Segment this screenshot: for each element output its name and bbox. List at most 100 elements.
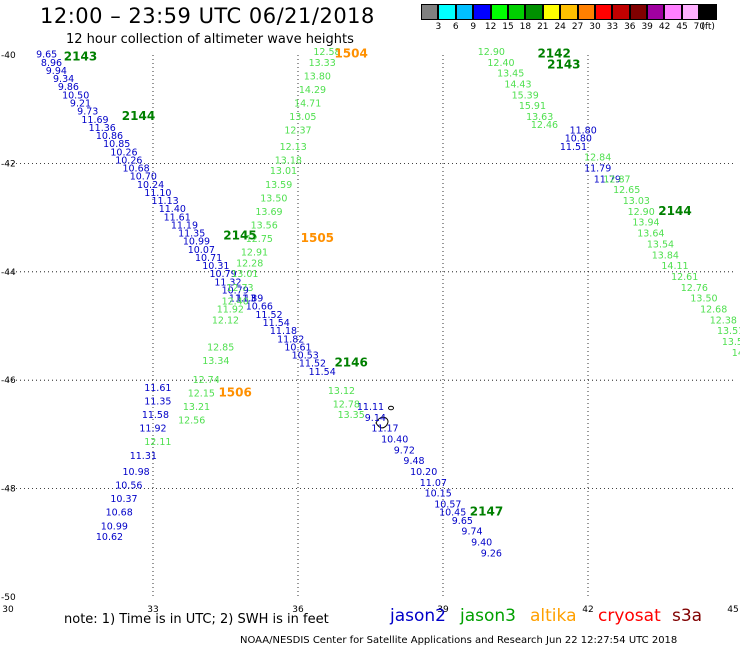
color-swatch bbox=[421, 4, 439, 20]
wave-height-point: 12.90 bbox=[628, 207, 655, 218]
lat-tick-label: -44 bbox=[1, 268, 16, 278]
color-scale-label: 3 bbox=[435, 22, 442, 32]
wave-height-point: 10.40 bbox=[381, 435, 408, 446]
wave-height-point: 9.94 bbox=[46, 66, 67, 77]
wave-height-point: 9.65 bbox=[36, 50, 57, 61]
pass-number-label: 2147 bbox=[470, 505, 503, 519]
wave-height-point: 11.32 bbox=[214, 277, 241, 288]
wave-height-point: 12.91 bbox=[241, 248, 268, 259]
map-subtitle: 12 hour collection of altimeter wave hei… bbox=[66, 32, 354, 47]
wave-height-point: 10.53 bbox=[292, 351, 319, 362]
wave-height-point: 14 bbox=[732, 348, 740, 359]
color-scale-label: 42 bbox=[658, 22, 671, 32]
wave-height-point: 10.20 bbox=[410, 467, 437, 478]
wave-height-point: 11.82 bbox=[277, 334, 304, 345]
wave-height-point: 8.96 bbox=[41, 58, 62, 69]
wave-height-point: 13.63 bbox=[526, 112, 553, 123]
color-swatch bbox=[577, 4, 595, 20]
wave-height-point: 13.12 bbox=[328, 386, 355, 397]
sat-legend-jason2: jason2 bbox=[390, 606, 446, 626]
color-scale-label: 27 bbox=[571, 22, 584, 32]
wave-height-point: 11.61 bbox=[144, 383, 171, 394]
color-swatch bbox=[542, 4, 561, 20]
wave-height-point: 11.17 bbox=[371, 424, 398, 435]
color-scale-label: 18 bbox=[519, 22, 532, 32]
wave-height-point: 9.86 bbox=[58, 82, 79, 93]
color-swatch bbox=[490, 4, 508, 20]
wave-height-point: 13.45 bbox=[497, 69, 524, 80]
wave-height-point: 10.24 bbox=[137, 180, 164, 191]
color-swatch bbox=[525, 4, 543, 20]
wave-height-point: 11.52 bbox=[299, 359, 326, 370]
pass-number-label: 2143 bbox=[64, 49, 97, 63]
wave-height-point: 12.38 bbox=[710, 315, 737, 326]
wave-height-point: 14.11 bbox=[661, 261, 688, 272]
pass-number-label: 2146 bbox=[334, 356, 367, 370]
wave-height-point: 11.19 bbox=[171, 220, 198, 231]
map-title: 12:00 – 23:59 UTC 06/21/2018 bbox=[40, 4, 375, 28]
wave-height-point: 12.68 bbox=[700, 304, 727, 315]
wave-height-point: 12.15 bbox=[188, 388, 215, 399]
wave-height-point: 9.73 bbox=[77, 107, 98, 118]
wave-height-point: 12.65 bbox=[613, 185, 640, 196]
wave-height-point: 10.56 bbox=[115, 481, 142, 492]
wave-height-point: 13.50 bbox=[260, 193, 287, 204]
lat-tick-label: -42 bbox=[1, 159, 16, 169]
color-swatch bbox=[507, 4, 526, 20]
footer-note: note: 1) Time is in UTC; 2) SWH is in fe… bbox=[64, 612, 329, 627]
color-swatch bbox=[455, 4, 474, 20]
wave-height-point: 10.26 bbox=[110, 147, 137, 158]
wave-height-point: 12.73 bbox=[226, 283, 253, 294]
pass-number-label: 1506 bbox=[218, 385, 251, 399]
wave-height-point: 10.99 bbox=[183, 237, 210, 248]
wave-height-point: 13.54 bbox=[647, 239, 674, 250]
wave-height-point: 13.56 bbox=[251, 220, 278, 231]
lon-tick-label: 33 bbox=[147, 605, 158, 615]
pass-number-label: 2144 bbox=[122, 109, 155, 123]
wave-height-point: 10.99 bbox=[101, 521, 128, 532]
wave-height-point: 13.05 bbox=[289, 112, 316, 123]
wave-height-point: 11.35 bbox=[178, 229, 205, 240]
wave-height-point: 10.07 bbox=[188, 245, 215, 256]
wave-height-point: 12.58 bbox=[313, 47, 340, 58]
lat-tick-label: -40 bbox=[1, 51, 16, 61]
wave-height-point: 11.10 bbox=[144, 188, 171, 199]
color-scale-label: 36 bbox=[624, 22, 636, 32]
wave-height-point: 13.34 bbox=[202, 356, 229, 367]
wave-height-point: 12.40 bbox=[487, 58, 514, 69]
wave-height-point: 13.51 bbox=[717, 326, 740, 337]
pass-number-label: 1504 bbox=[334, 47, 367, 61]
lat-tick-label: -48 bbox=[1, 485, 16, 495]
wave-height-point: 11.13 bbox=[229, 294, 256, 305]
wave-height-point: 12.84 bbox=[584, 153, 611, 164]
wave-height-point: 12.75 bbox=[246, 234, 273, 245]
color-scale-label: 33 bbox=[606, 22, 619, 32]
wave-height-point: 11.13 bbox=[151, 196, 178, 207]
wave-height-point: 12.37 bbox=[284, 126, 311, 137]
color-scale-label: 39 bbox=[641, 22, 653, 32]
color-swatch bbox=[560, 4, 578, 20]
color-scale-label: 15 bbox=[502, 22, 514, 32]
color-scale-label: 6 bbox=[452, 22, 459, 32]
wave-height-point: 11.79 bbox=[594, 174, 621, 185]
wave-height-point: 11.11 bbox=[357, 402, 384, 413]
wave-height-point: 11.89 bbox=[236, 294, 263, 305]
pass-number-label: 2142 bbox=[537, 47, 570, 61]
wave-height-point: 9.34 bbox=[53, 74, 74, 85]
wave-height-point: 12.74 bbox=[193, 375, 220, 386]
wave-height-point: 11.07 bbox=[420, 478, 447, 489]
wave-height-point: 13.59 bbox=[265, 180, 292, 191]
wave-height-point: 10.85 bbox=[103, 139, 130, 150]
pass-number-label: 2143 bbox=[547, 58, 580, 72]
wave-height-point: 10.45 bbox=[439, 508, 466, 519]
wave-height-point: 11.61 bbox=[164, 212, 191, 223]
wave-height-point: 10.71 bbox=[195, 253, 222, 264]
color-swatch bbox=[647, 4, 665, 20]
wave-height-point: 13.51 bbox=[722, 337, 740, 348]
wave-height-point: 13.64 bbox=[637, 229, 664, 240]
wave-height-point: 15.91 bbox=[519, 101, 546, 112]
color-scale-label: 30 bbox=[589, 22, 601, 32]
color-scale-label: 21 bbox=[537, 22, 549, 32]
wave-height-point: 11.18 bbox=[270, 326, 297, 337]
pass-number-label: 2144 bbox=[658, 204, 691, 218]
